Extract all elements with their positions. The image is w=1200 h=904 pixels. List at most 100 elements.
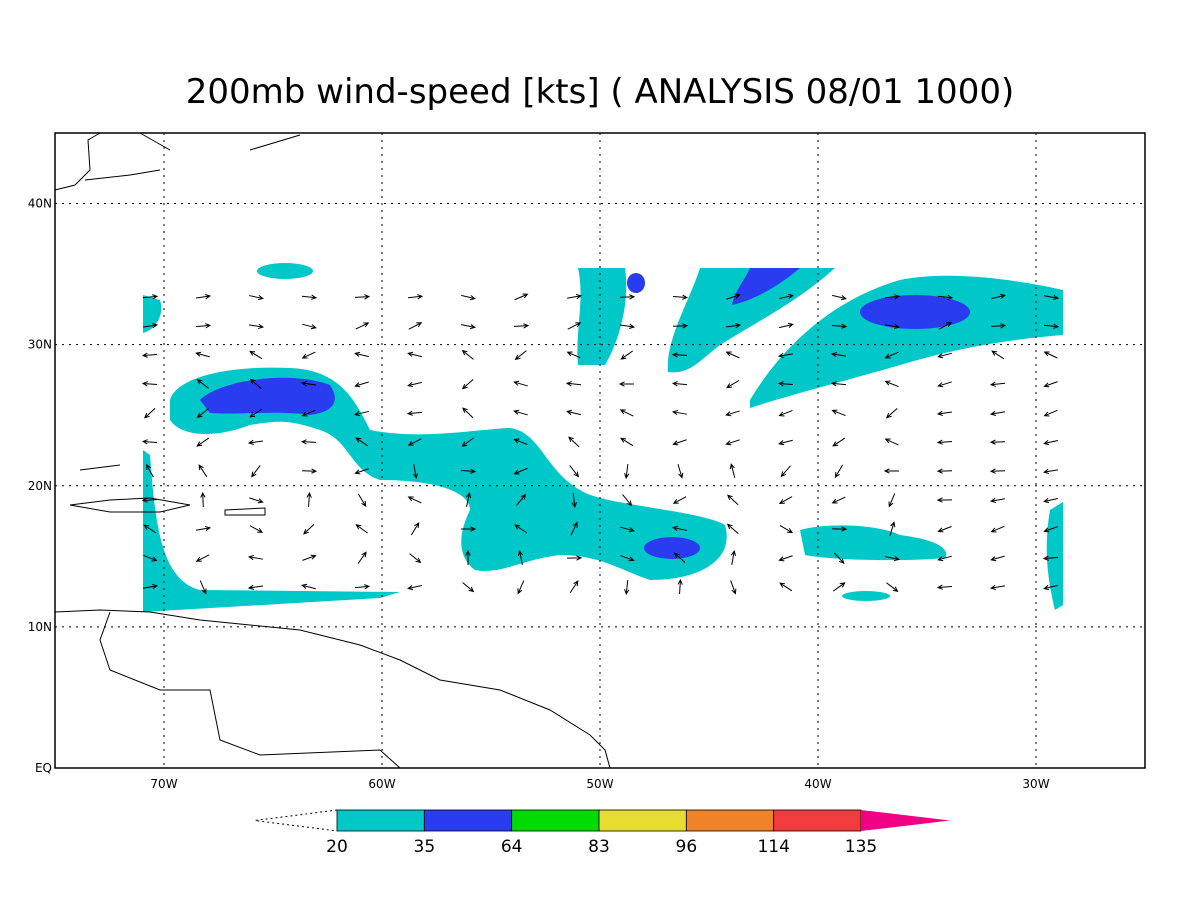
wind-arrow <box>355 322 370 330</box>
wind-arrow <box>354 351 369 358</box>
wind-arrow <box>409 553 422 564</box>
wind-arrow <box>407 351 422 358</box>
wind-arrow <box>462 582 475 593</box>
wind-arrow <box>195 554 210 562</box>
wind-arrow <box>990 555 1005 562</box>
wind-arrow <box>460 468 477 474</box>
wind-arrow <box>989 584 1005 591</box>
wind-arrow <box>566 351 581 359</box>
wind-arrow <box>514 293 529 301</box>
wind-arrow <box>303 523 315 535</box>
wind-arrow <box>726 293 741 300</box>
wind-arrow <box>514 350 527 361</box>
wind-arrow <box>777 352 793 359</box>
wind-arrow <box>936 497 953 503</box>
wind-arrow <box>725 410 740 417</box>
wind-arrow <box>141 381 158 387</box>
wind-arrow <box>354 410 369 417</box>
wind-arrow <box>196 525 212 532</box>
y-tick-label: EQ <box>35 761 52 775</box>
colorbar-segment <box>598 809 687 832</box>
wind-contour <box>800 525 947 561</box>
wind-arrow <box>830 381 847 387</box>
wind-vectors <box>141 293 1060 596</box>
wind-arrow <box>937 526 952 533</box>
x-tick-label: 30W <box>1022 777 1049 791</box>
wind-arrow <box>465 492 472 507</box>
colorbar-segment <box>423 809 513 832</box>
wind-arrow <box>673 552 686 564</box>
wind-arrow <box>251 465 261 478</box>
wind-arrow <box>620 323 636 329</box>
wind-arrow <box>141 352 158 358</box>
wind-arrow <box>779 293 794 300</box>
wind-arrow <box>830 351 846 358</box>
wind-arrow <box>247 584 264 590</box>
wind-arrow <box>888 493 896 508</box>
wind-arrow <box>620 526 635 533</box>
wind-arrow <box>779 582 793 592</box>
wind-arrow <box>462 407 474 419</box>
wind-arrow <box>1042 468 1058 475</box>
wind-arrow <box>620 350 634 360</box>
colorbar-segment <box>773 809 862 832</box>
wind-arrow <box>989 468 1006 474</box>
wind-arrow <box>778 439 793 446</box>
coastline <box>54 132 301 191</box>
wind-arrow <box>513 380 528 387</box>
wind-contour <box>732 268 800 305</box>
wind-arrow <box>936 584 953 590</box>
wind-arrow <box>727 494 739 506</box>
wind-arrow <box>407 381 422 388</box>
wind-arrow <box>989 497 1005 504</box>
wind-arrow <box>247 439 264 445</box>
wind-arrow <box>141 439 158 445</box>
colorbar-segment <box>685 809 775 832</box>
wind-arrow <box>354 468 369 475</box>
wind-arrow <box>1043 498 1058 504</box>
wind-arrow <box>729 463 736 478</box>
coastline <box>69 464 266 516</box>
wind-arrow <box>355 524 368 534</box>
wind-arrow <box>936 468 953 474</box>
wind-contour <box>627 273 645 293</box>
wind-arrow <box>196 379 209 389</box>
wind-arrow <box>196 437 210 447</box>
wind-arrow <box>885 323 901 330</box>
wind-arrow <box>777 381 794 387</box>
wind-arrow <box>833 582 846 592</box>
wind-arrow <box>465 549 471 566</box>
wind-arrow <box>937 381 952 388</box>
wind-arrow <box>567 322 582 330</box>
wind-arrow <box>672 525 687 532</box>
wind-arrow <box>355 437 369 447</box>
wind-arrow <box>249 497 264 504</box>
colorbar-upper-end <box>861 810 950 831</box>
wind-arrow <box>144 407 156 419</box>
wind-arrow <box>672 323 689 329</box>
wind-arrow <box>730 549 737 565</box>
wind-arrow <box>569 465 580 478</box>
wind-contour <box>143 450 400 612</box>
wind-arrow <box>831 526 848 532</box>
colorbar-label: 20 <box>326 837 348 857</box>
wind-arrow <box>565 381 582 387</box>
wind-contour <box>1046 502 1063 610</box>
wind-arrow <box>1043 381 1058 388</box>
wind-arrow <box>570 521 578 536</box>
wind-arrow <box>989 439 1006 445</box>
wind-arrow <box>513 323 530 329</box>
wind-arrow <box>884 294 901 300</box>
wind-arrow <box>620 437 634 447</box>
wind-arrow <box>831 496 846 504</box>
wind-arrow <box>671 381 688 387</box>
wind-arrow <box>885 407 898 419</box>
wind-arrow <box>514 524 528 534</box>
wind-arrow <box>301 468 318 474</box>
wind-arrow <box>249 350 263 360</box>
wind-arrow <box>568 436 580 448</box>
wind-arrow <box>677 578 683 595</box>
wind-arrow <box>989 410 1005 417</box>
wind-arrow <box>990 525 1005 533</box>
